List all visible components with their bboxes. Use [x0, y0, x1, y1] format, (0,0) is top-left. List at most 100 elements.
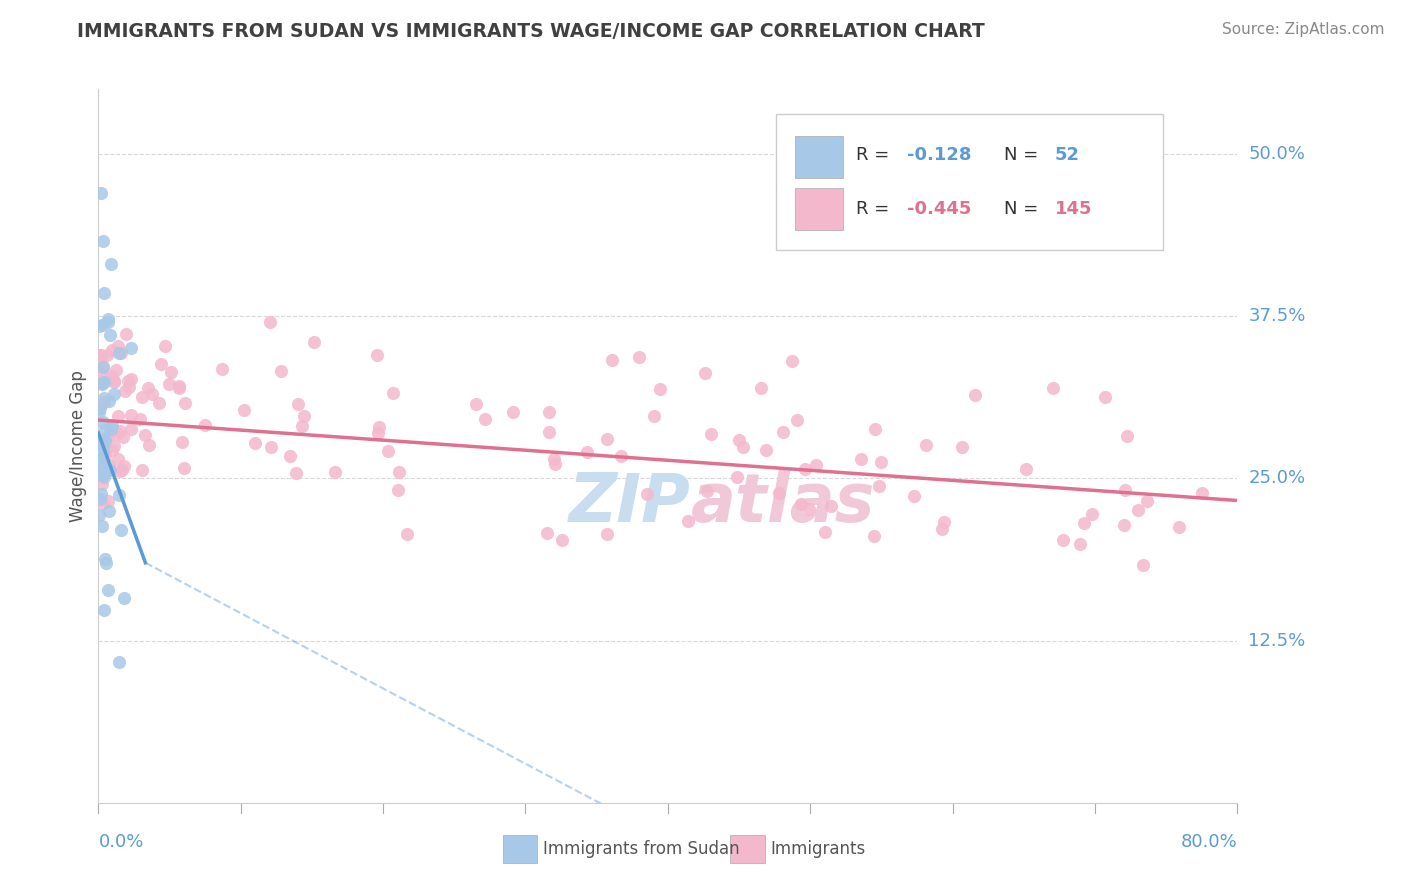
Point [89, 455, 111, 469]
Text: 0.0%: 0.0% [98, 833, 143, 851]
Point [749, 381, 772, 395]
Point [790, 497, 813, 511]
Point [103, 374, 125, 388]
Point [93, 460, 115, 475]
Point [325, 465, 347, 479]
Text: Immigrants from Sudan: Immigrants from Sudan [543, 840, 740, 858]
Point [94, 423, 117, 437]
Point [609, 449, 631, 463]
Point [111, 463, 134, 477]
Point [91, 376, 114, 390]
Point [284, 467, 307, 481]
Point [89, 375, 111, 389]
Point [108, 346, 131, 360]
Point [112, 430, 135, 444]
Point [107, 409, 129, 423]
Point [120, 422, 142, 436]
Point [110, 424, 132, 438]
Point [536, 525, 558, 540]
Point [120, 342, 142, 356]
Point [110, 346, 132, 360]
Point [304, 335, 326, 350]
Point [502, 405, 524, 419]
Point [107, 488, 129, 502]
Point [101, 343, 124, 357]
Point [1015, 461, 1038, 475]
Point [820, 500, 842, 514]
Point [110, 524, 132, 538]
Point [155, 339, 177, 353]
Point [131, 390, 153, 404]
Point [138, 437, 160, 451]
Point [93, 391, 115, 405]
Text: ZIP: ZIP [569, 470, 690, 536]
Point [211, 361, 233, 376]
Point [1069, 537, 1091, 551]
Point [780, 354, 803, 368]
Point [89, 491, 111, 506]
Point [89, 367, 111, 381]
Point [1191, 486, 1213, 500]
Point [104, 363, 127, 377]
Point [963, 388, 986, 402]
Text: -0.128: -0.128 [907, 146, 972, 164]
Point [101, 418, 124, 433]
Point [120, 371, 142, 385]
Point [167, 379, 190, 393]
Point [101, 443, 124, 458]
Point [367, 420, 389, 434]
Text: -0.445: -0.445 [907, 200, 972, 218]
FancyBboxPatch shape [796, 136, 844, 178]
Point [1132, 558, 1154, 572]
Point [367, 425, 389, 440]
Point [1167, 520, 1189, 534]
Point [366, 348, 388, 362]
Point [595, 527, 617, 541]
Point [91, 318, 114, 333]
Point [97, 428, 120, 442]
Point [103, 387, 125, 401]
Point [93, 285, 115, 300]
Point [551, 533, 574, 547]
Point [100, 371, 122, 385]
Point [114, 384, 136, 398]
Point [755, 443, 778, 458]
Point [1115, 429, 1137, 443]
Point [93, 415, 115, 429]
Point [596, 432, 619, 446]
Point [90, 350, 112, 364]
Point [150, 358, 173, 372]
Point [1081, 507, 1104, 521]
Point [96, 348, 118, 362]
Point [117, 374, 139, 388]
Text: Source: ZipAtlas.com: Source: ZipAtlas.com [1222, 22, 1385, 37]
Point [93, 433, 115, 447]
Point [90, 397, 112, 411]
Point [768, 486, 790, 500]
Point [89, 401, 111, 416]
Point [172, 435, 194, 450]
Point [90, 445, 112, 459]
Point [87, 319, 110, 334]
Point [934, 515, 956, 529]
Point [112, 591, 135, 606]
Point [1073, 516, 1095, 530]
Point [93, 395, 115, 409]
Point [772, 425, 794, 439]
Point [96, 442, 118, 457]
Point [98, 504, 121, 518]
Point [91, 476, 114, 491]
Point [97, 315, 120, 329]
Point [636, 487, 658, 501]
Point [93, 375, 115, 389]
Point [260, 440, 283, 454]
Text: R =: R = [856, 146, 889, 164]
Point [863, 529, 886, 543]
FancyBboxPatch shape [776, 114, 1163, 250]
Point [157, 376, 180, 391]
Text: 145: 145 [1054, 200, 1092, 218]
Point [89, 348, 111, 362]
Point [118, 380, 141, 394]
Point [287, 397, 309, 411]
Point [794, 462, 817, 476]
